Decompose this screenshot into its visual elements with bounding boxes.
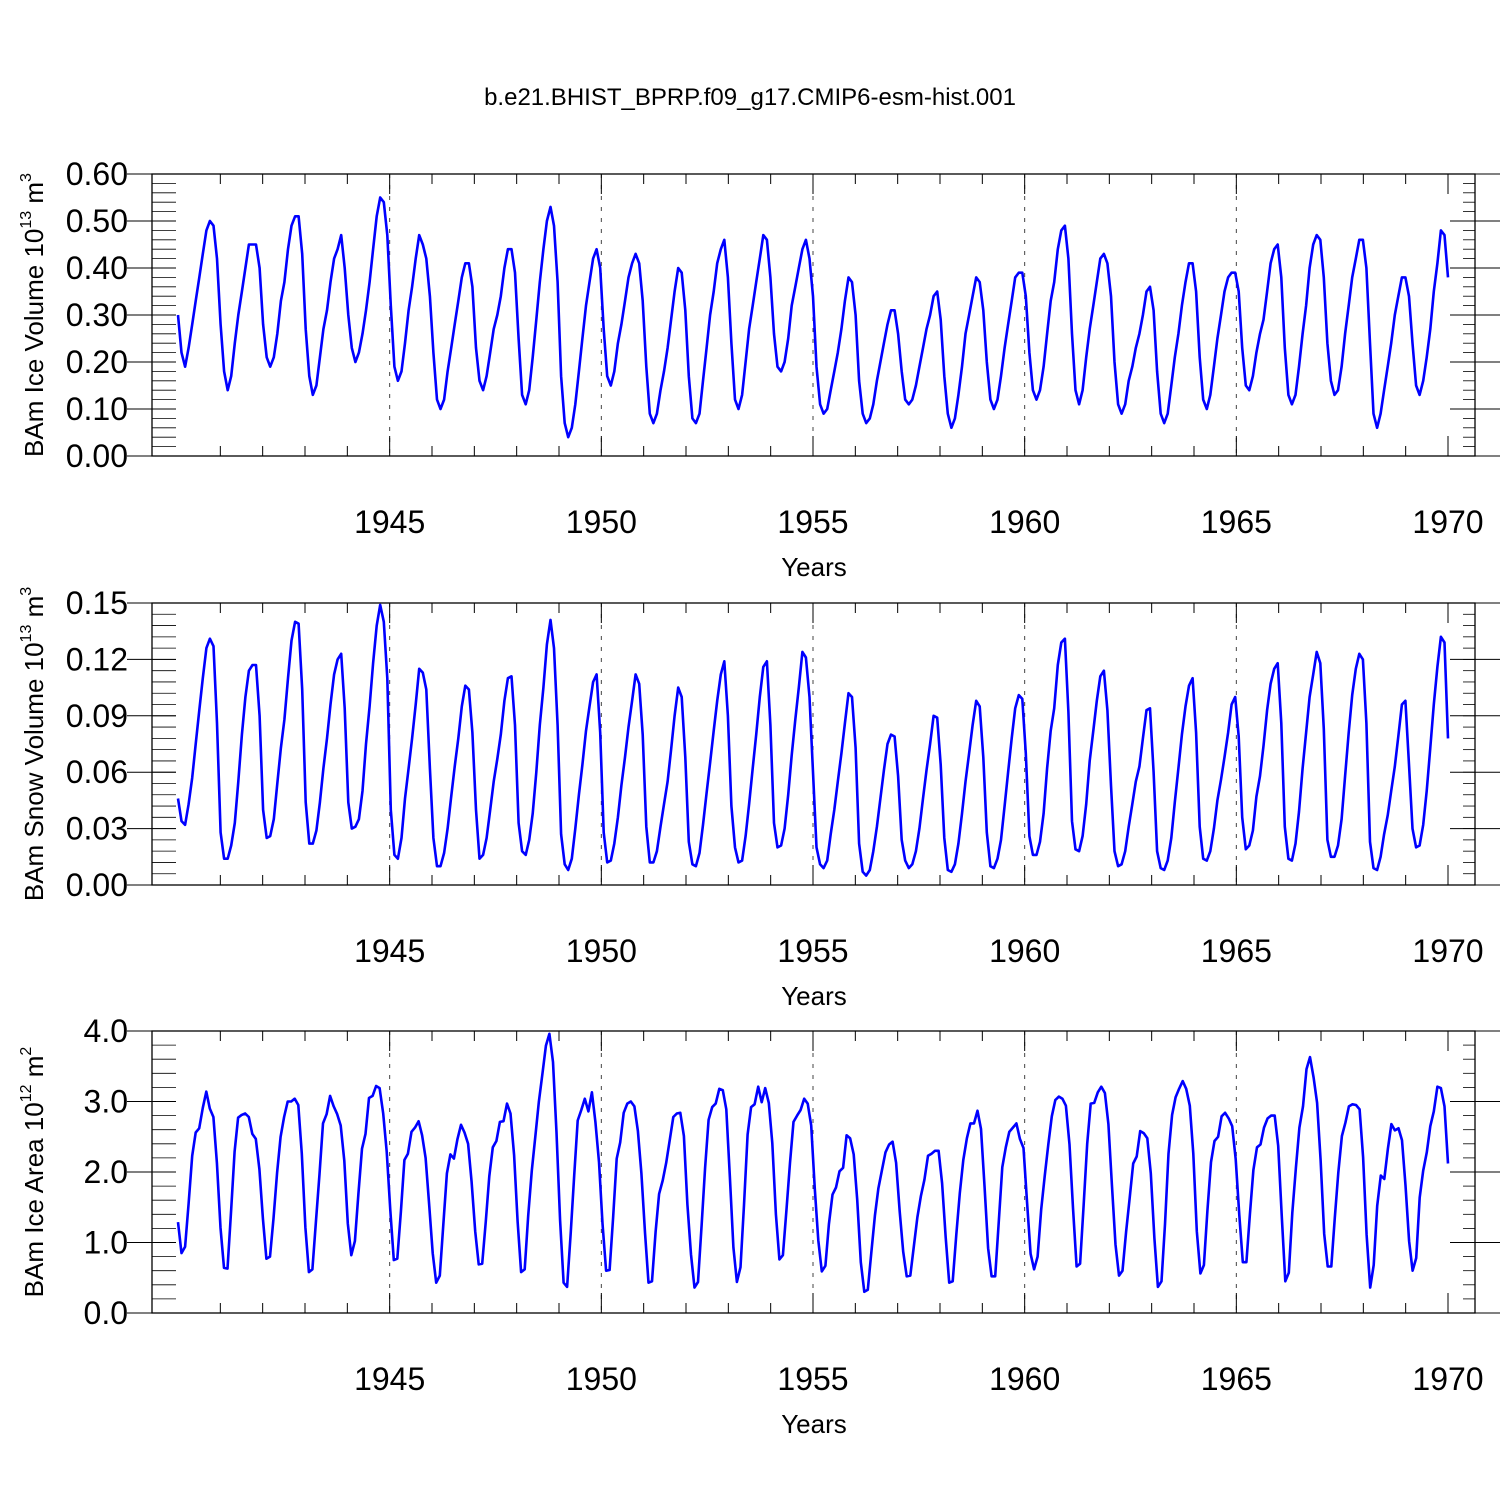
y-axis-label: BAm Snow Volume 1013 m3 — [18, 587, 49, 901]
x-tick-label: 1945 — [354, 1361, 425, 1397]
y-tick-label: 0.40 — [66, 250, 128, 286]
y-axis-label: BAm Ice Area 1012 m2 — [18, 1047, 49, 1298]
y-tick-label: 0.30 — [66, 297, 128, 333]
y-tick-label: 0.03 — [66, 811, 128, 847]
y-tick-label: 3.0 — [84, 1084, 128, 1120]
x-tick-label: 1965 — [1201, 504, 1272, 540]
y-tick-label: 0.00 — [66, 867, 128, 903]
y-tick-label: 0.09 — [66, 698, 128, 734]
x-tick-label: 1970 — [1412, 504, 1483, 540]
y-tick-label: 4.0 — [84, 1013, 128, 1049]
x-tick-label: 1960 — [989, 1361, 1060, 1397]
y-tick-label: 2.0 — [84, 1154, 128, 1190]
y-tick-label: 1.0 — [84, 1225, 128, 1261]
x-tick-label: 1965 — [1201, 1361, 1272, 1397]
y-axis-label: BAm Ice Volume 1013 m3 — [18, 173, 49, 457]
y-tick-label: 0.06 — [66, 754, 128, 790]
x-axis-label: Years — [781, 1409, 847, 1439]
series-line-1 — [176, 1032, 1450, 1294]
x-tick-label: 1960 — [989, 933, 1060, 969]
y-tick-label: 0.20 — [66, 344, 128, 380]
chart-panel-3: 1945 1950 1955 1960 1965 1970 Years 0.0 1.0 2.0 3.… — [18, 1013, 1500, 1439]
y-tick-label: 0.15 — [66, 585, 128, 621]
y-tick-label: 0.50 — [66, 203, 128, 239]
plot-frame — [151, 602, 1476, 886]
y-tick-label: 0.60 — [66, 156, 128, 192]
x-tick-label: 1955 — [777, 933, 848, 969]
page-title: b.e21.BHIST_BPRP.f09_g17.CMIP6-esm-hist.… — [484, 84, 1016, 111]
x-tick-label: 1955 — [777, 504, 848, 540]
x-tick-label: 1945 — [354, 933, 425, 969]
series-line-1 — [176, 196, 1450, 439]
x-tick-label: 1950 — [566, 504, 637, 540]
x-tick-label: 1950 — [566, 1361, 637, 1397]
chart-panel-2: 1945 1950 1955 1960 1965 1970 Years 0.00 0.03 0.0… — [18, 585, 1500, 1011]
series-line-1 — [176, 603, 1450, 877]
x-axis-label: Years — [781, 552, 847, 582]
x-tick-label: 1945 — [354, 504, 425, 540]
chart-panel-1: 1945 1950 1955 1960 1965 1970 Years 0.00 0.10 0.2… — [18, 156, 1500, 582]
y-tick-label: 0.00 — [66, 438, 128, 474]
x-tick-label: 1965 — [1201, 933, 1272, 969]
y-tick-label: 0.0 — [84, 1295, 128, 1331]
x-tick-label: 1955 — [777, 1361, 848, 1397]
x-axis-label: Years — [781, 981, 847, 1011]
x-tick-label: 1950 — [566, 933, 637, 969]
y-tick-label: 0.10 — [66, 391, 128, 427]
x-tick-label: 1970 — [1412, 1361, 1483, 1397]
x-tick-label: 1970 — [1412, 933, 1483, 969]
y-tick-label: 0.12 — [66, 641, 128, 677]
x-tick-label: 1960 — [989, 504, 1060, 540]
